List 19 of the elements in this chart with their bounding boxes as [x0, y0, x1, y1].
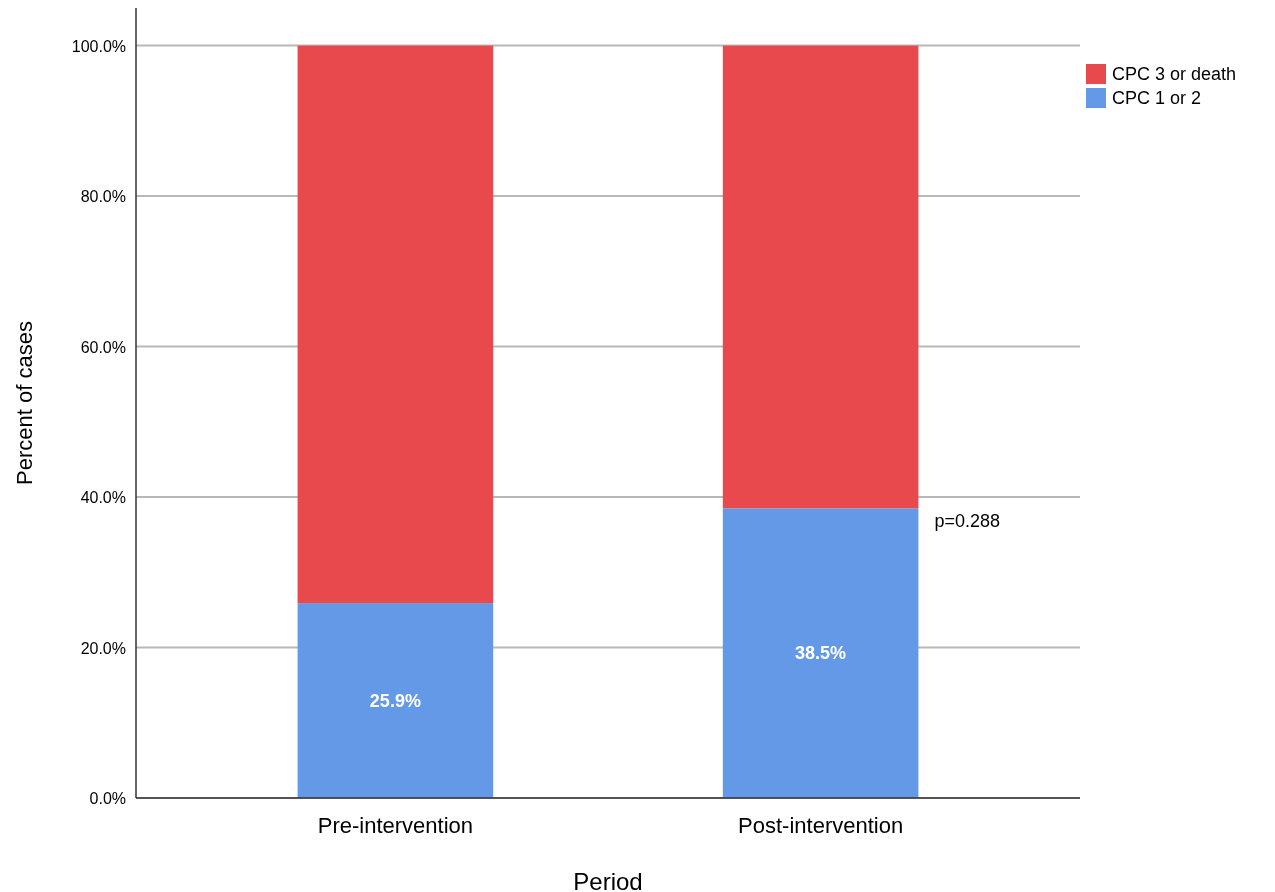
y-tick-label: 60.0% [80, 338, 126, 356]
x-tick-label: Post-intervention [738, 813, 904, 838]
y-tick-label: 20.0% [80, 639, 126, 657]
y-tick-label: 100.0% [71, 37, 126, 55]
y-tick-label: 40.0% [80, 489, 126, 507]
bar [722, 508, 919, 798]
annotation: p=0.288 [934, 511, 1000, 531]
bar [722, 45, 919, 509]
data-label: 25.9% [369, 690, 421, 711]
legend-label: CPC 1 or 2 [1112, 88, 1202, 108]
x-tick-label: Pre-intervention [317, 813, 474, 838]
y-tick-label: 80.0% [80, 188, 126, 206]
data-label: 38.5% [795, 643, 847, 664]
x-axis-title: Period [573, 868, 643, 892]
bar [297, 45, 494, 604]
legend-label: CPC 3 or death [1112, 64, 1237, 84]
bar [297, 603, 494, 798]
y-tick-label: 0.0% [89, 790, 126, 807]
y-axis-title: Percent of cases [12, 321, 37, 485]
